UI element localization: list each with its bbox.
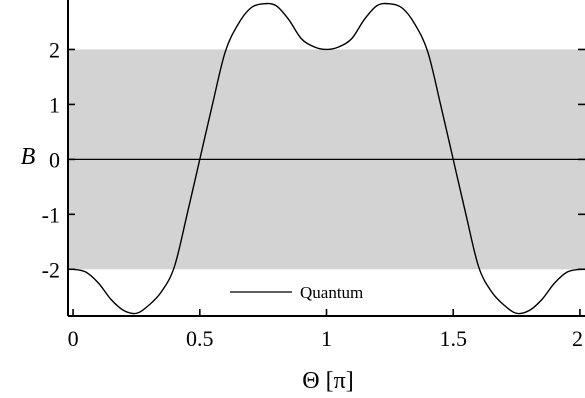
x-tick-label: 0 <box>68 326 79 351</box>
x-tick-label: 2 <box>572 326 583 351</box>
legend: Quantum <box>230 283 363 302</box>
legend-label-quantum: Quantum <box>300 283 363 302</box>
x-tick-label: 0.5 <box>186 326 214 351</box>
x-tick-label: 1.5 <box>439 326 467 351</box>
plot-area <box>68 2 585 315</box>
x-axis-label: Θ [π] <box>302 368 353 394</box>
y-tick-label: 0 <box>49 147 60 172</box>
y-tick-label: -2 <box>42 257 60 282</box>
x-axis: 0 0.5 1 1.5 2 <box>68 309 585 351</box>
y-tick-label: -1 <box>42 202 60 227</box>
y-axis: -2 -1 0 1 2 <box>42 0 585 316</box>
y-tick-label: 2 <box>49 37 60 62</box>
y-tick-label: 1 <box>49 92 60 117</box>
series-line-quantum <box>72 2 581 315</box>
y-axis-label: B <box>21 144 36 170</box>
x-tick-label: 1 <box>321 326 332 351</box>
